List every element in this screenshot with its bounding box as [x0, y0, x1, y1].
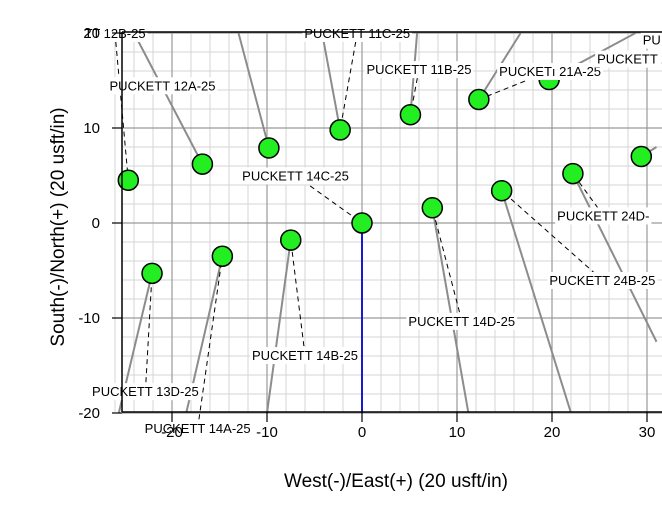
well-label-group: PUCKETT 12A-25	[107, 77, 218, 95]
plot-frame	[121, 31, 662, 413]
y-tick-label: 0	[92, 215, 100, 232]
well-marker	[329, 119, 351, 141]
label-leader	[431, 207, 463, 321]
well-label-group: PUCKETT 14B-25	[250, 347, 360, 365]
well-label-background	[640, 31, 662, 49]
well-label: PU	[643, 33, 661, 48]
well-label-group: PU	[640, 31, 662, 49]
y-axis-title: South(-)/North(+) (20 usft/in)	[48, 107, 69, 346]
well-label-background	[142, 420, 253, 438]
well-path	[237, 32, 270, 149]
well-label-background	[250, 347, 360, 365]
label-leader	[144, 273, 153, 392]
label-leader	[290, 240, 306, 356]
well-marker	[562, 162, 584, 185]
well-path	[500, 190, 572, 414]
well-path	[321, 32, 342, 131]
well-label-background	[555, 207, 652, 225]
well-label-group: PUCKETT 14A-25	[142, 420, 253, 438]
well-label: PUCKETT 14B-25	[252, 348, 358, 363]
well-label: PUCKETı 21A-25	[499, 64, 601, 79]
well-marker	[399, 103, 422, 126]
well-marker	[351, 212, 373, 234]
well-label-background	[406, 312, 518, 330]
well-label-background	[595, 50, 662, 68]
x-tick-label: -20	[161, 424, 183, 441]
x-tick-label: 0	[358, 424, 366, 441]
well-label-group: PUCKETT 11C-25	[302, 25, 413, 42]
well-marker	[117, 169, 140, 191]
well-marker	[280, 229, 302, 251]
well-label: PUCKETT 24D-	[557, 208, 649, 223]
well-label: PUCKETT 24B-25	[549, 273, 655, 288]
well-label: PUCKETT 14A-25	[145, 421, 251, 436]
well-label-background	[240, 167, 351, 185]
x-tick-label: -10	[256, 424, 278, 441]
y-tick-label: 20	[83, 25, 100, 42]
well-label: PUCKETT 14D-25	[408, 314, 515, 329]
well-label-background	[90, 383, 201, 401]
well-label: PUCKETT 12A-25	[110, 78, 216, 93]
well-label-group: PUCKETT 24D-	[555, 207, 652, 225]
well-marker	[191, 153, 214, 175]
y-tick-label: -20	[78, 405, 100, 422]
y-tick-label: 10	[83, 120, 100, 137]
well-marker	[211, 245, 234, 267]
well-label-group: PUCKETT 24B-25	[547, 272, 658, 289]
well-label-group: PUCKETT 11B-25	[364, 61, 474, 79]
axis-ticks: -20 -10 0 10 20 30 -20 -10 0 10 20	[78, 25, 655, 441]
well-label: PUCKETT 2	[597, 52, 662, 67]
x-tick-label: 10	[449, 424, 466, 441]
well-label: PUCKETT 11C-25	[304, 26, 410, 41]
well-label-background	[302, 25, 413, 42]
well-label-background	[497, 63, 604, 80]
well-label-background	[107, 77, 218, 95]
y-tick-label: -10	[78, 310, 100, 327]
x-tick-label: 30	[639, 424, 656, 441]
x-tick-label: 20	[544, 424, 561, 441]
well-marker	[490, 179, 513, 202]
well-label-background	[547, 272, 658, 289]
label-leader	[197, 256, 223, 429]
well-marker	[468, 88, 490, 111]
well-path	[133, 32, 204, 165]
well-marker	[421, 197, 444, 219]
well-marker	[630, 145, 653, 168]
well-label-group: PUCKETT 14C-25	[240, 167, 351, 185]
well-path	[431, 207, 470, 414]
x-axis-title: West(-)/East(+) (20 usft/in)	[284, 471, 508, 492]
well-label-background	[364, 61, 474, 79]
well-label-group: PUCKETT 13D-25	[90, 383, 201, 401]
well-label: PUCKETT 14C-25	[242, 169, 349, 184]
well-label-group: PUCKETT 14D-25	[406, 312, 518, 330]
well-label-group: PUCKETı 21A-25	[497, 63, 604, 80]
well-path	[266, 239, 292, 414]
well-marker	[141, 262, 163, 285]
well-path	[572, 173, 658, 343]
well-label-group: PUCKETT 2	[595, 50, 662, 68]
label-leader	[339, 32, 358, 130]
well-label: PUCKETT 13D-25	[92, 384, 199, 399]
label-leader	[501, 190, 603, 281]
well-marker	[258, 137, 280, 159]
well-label: PUCKETT 11B-25	[366, 62, 471, 77]
